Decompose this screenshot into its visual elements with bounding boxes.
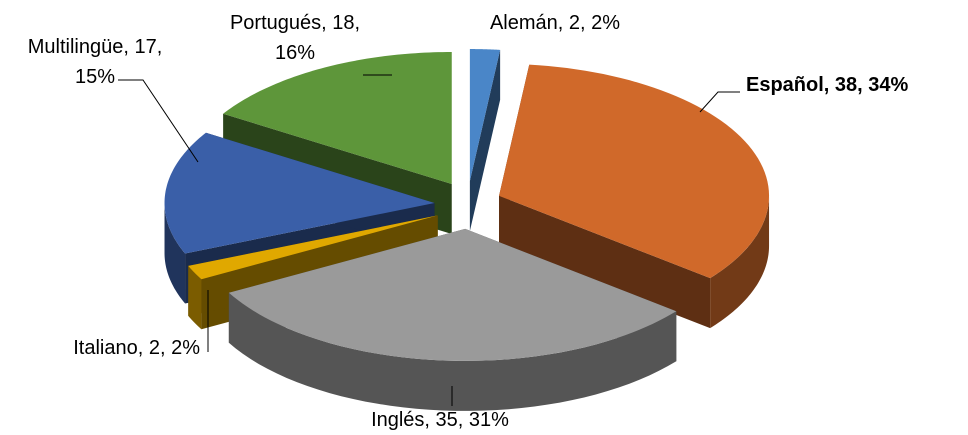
- pie-slice: [469, 49, 501, 182]
- data-label: Inglés, 35, 31%: [371, 409, 509, 431]
- data-label: Español, 38, 34%: [746, 74, 909, 96]
- leader-line: [699, 91, 740, 113]
- slice-wall: [228, 292, 677, 411]
- pie-slice: [164, 132, 435, 254]
- data-label: Multilingüe, 17, 15%: [27, 36, 163, 88]
- pie-slice: [188, 215, 438, 280]
- data-label: Italiano, 2, 2%: [73, 337, 200, 359]
- data-label: Portugués, 18, 16%: [229, 12, 361, 64]
- slice-wall: [164, 202, 186, 304]
- slice-side: [469, 49, 501, 232]
- slice-wall: [710, 195, 770, 329]
- slice-wall: [188, 265, 202, 330]
- data-label: Alemán, 2, 2%: [489, 12, 621, 34]
- pie-slice: [499, 64, 770, 279]
- pie-slice: [223, 51, 452, 184]
- leader-line: [118, 79, 199, 163]
- pie-slice: [228, 228, 677, 361]
- slice-side: [499, 195, 711, 329]
